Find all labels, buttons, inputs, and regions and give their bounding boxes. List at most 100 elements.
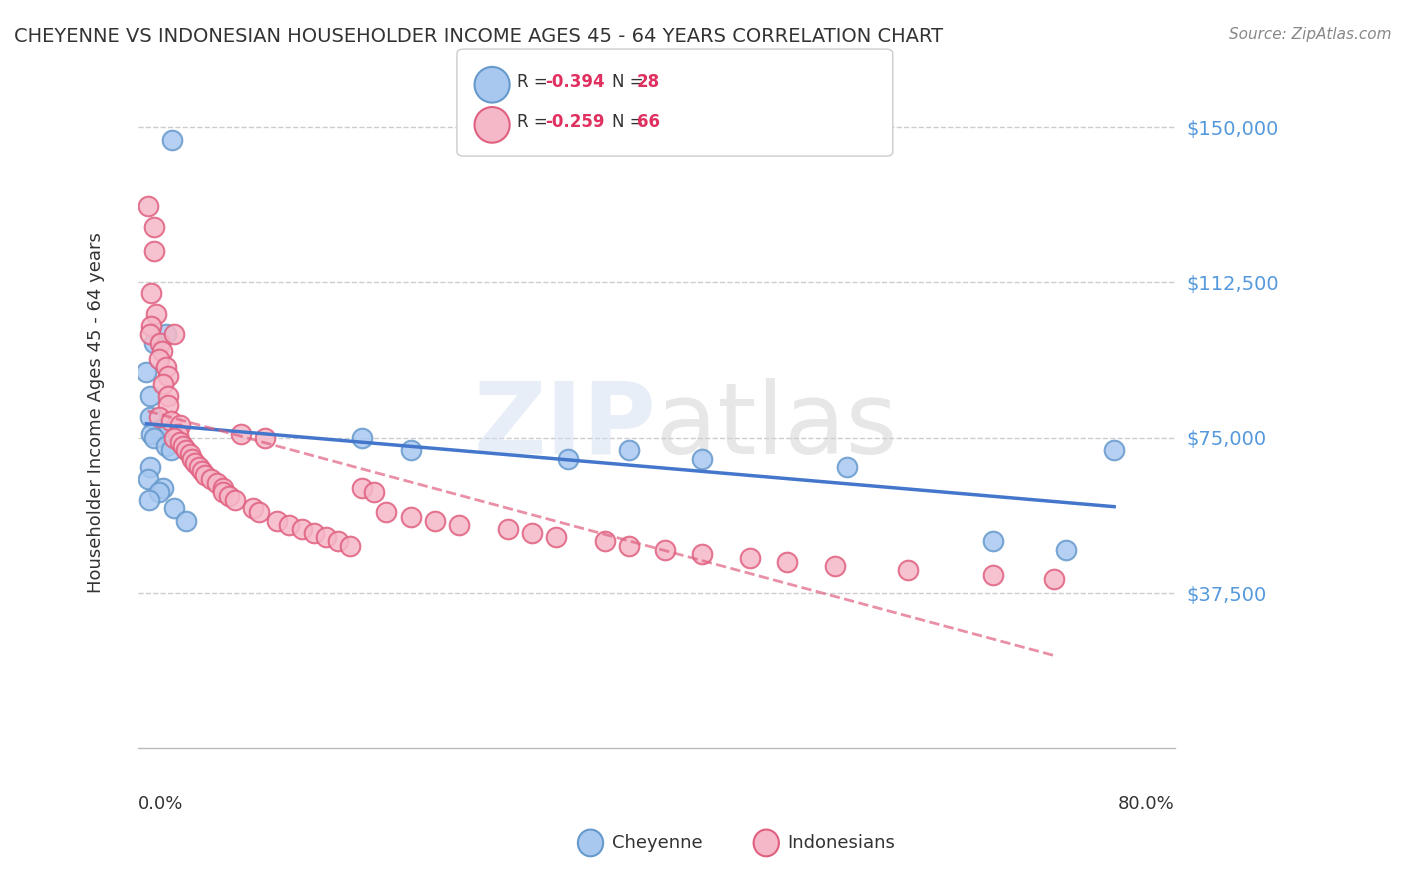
Text: R =: R =	[517, 113, 554, 131]
Point	[141, 318, 163, 333]
Point	[200, 472, 222, 486]
Point	[145, 307, 167, 321]
Point	[155, 360, 177, 375]
Point	[690, 451, 713, 466]
Point	[167, 426, 190, 441]
Point	[557, 451, 579, 466]
Text: Indonesians: Indonesians	[787, 834, 896, 852]
Point	[163, 431, 186, 445]
Point	[157, 398, 180, 412]
Text: -0.259: -0.259	[546, 113, 605, 131]
Point	[139, 459, 162, 474]
Text: ZIP: ZIP	[474, 378, 657, 475]
Point	[496, 522, 519, 536]
Point	[520, 526, 543, 541]
Point	[211, 484, 233, 499]
Point	[176, 514, 198, 528]
Point	[423, 514, 446, 528]
Point	[352, 481, 374, 495]
Point	[315, 530, 337, 544]
Point	[242, 501, 264, 516]
Text: 28: 28	[637, 73, 659, 91]
Point	[148, 410, 170, 425]
Point	[740, 550, 762, 565]
Point	[142, 244, 165, 259]
Point	[211, 481, 233, 495]
Point	[136, 199, 159, 213]
Point	[278, 517, 301, 532]
Point	[148, 423, 170, 437]
Point	[824, 559, 846, 574]
Point	[187, 459, 209, 474]
Text: 66: 66	[637, 113, 659, 131]
Point	[1054, 542, 1077, 557]
Point	[159, 414, 181, 428]
Text: Householder Income Ages 45 - 64 years: Householder Income Ages 45 - 64 years	[87, 233, 105, 593]
Point	[399, 443, 422, 458]
Point	[191, 464, 214, 478]
Point	[654, 542, 676, 557]
Point	[593, 534, 616, 549]
Text: N =: N =	[612, 113, 648, 131]
Point	[179, 447, 201, 461]
Point	[150, 343, 173, 358]
Point	[139, 389, 162, 403]
Point	[399, 509, 422, 524]
Point	[981, 567, 1004, 582]
Point	[142, 431, 165, 445]
Point	[139, 327, 162, 342]
Point	[163, 501, 186, 516]
Point	[149, 335, 172, 350]
Point	[176, 443, 198, 458]
Point	[172, 439, 194, 453]
Point	[897, 563, 920, 577]
Point	[546, 530, 568, 544]
Text: R =: R =	[517, 73, 554, 91]
Point	[224, 492, 246, 507]
Point	[291, 522, 314, 536]
Point	[159, 443, 181, 458]
Point	[247, 505, 270, 519]
Text: atlas: atlas	[657, 378, 898, 475]
Point	[138, 492, 160, 507]
Point	[776, 555, 799, 569]
Point	[194, 468, 217, 483]
Point	[169, 418, 191, 433]
Point	[617, 443, 640, 458]
Point	[152, 481, 174, 495]
Text: N =: N =	[612, 73, 648, 91]
Text: 80.0%: 80.0%	[1118, 796, 1175, 814]
Point	[148, 352, 170, 367]
Point	[136, 472, 159, 486]
Point	[218, 489, 240, 503]
Point	[157, 368, 180, 383]
Point	[141, 285, 163, 300]
Point	[229, 426, 252, 441]
Point	[266, 514, 288, 528]
Point	[363, 484, 385, 499]
Text: CHEYENNE VS INDONESIAN HOUSEHOLDER INCOME AGES 45 - 64 YEARS CORRELATION CHART: CHEYENNE VS INDONESIAN HOUSEHOLDER INCOM…	[14, 27, 943, 45]
Point	[163, 327, 186, 342]
Point	[690, 547, 713, 561]
Text: Cheyenne: Cheyenne	[612, 834, 702, 852]
Point	[339, 539, 361, 553]
Point	[205, 476, 228, 491]
Point	[181, 451, 204, 466]
Point	[169, 434, 191, 449]
Point	[141, 426, 163, 441]
Point	[142, 335, 165, 350]
Point	[184, 456, 207, 470]
Point	[142, 219, 165, 234]
Point	[1042, 572, 1064, 586]
Point	[981, 534, 1004, 549]
Point	[155, 327, 177, 342]
Point	[160, 132, 183, 146]
Point	[617, 539, 640, 553]
Point	[139, 410, 162, 425]
Text: Source: ZipAtlas.com: Source: ZipAtlas.com	[1229, 27, 1392, 42]
Point	[157, 389, 180, 403]
Point	[152, 376, 174, 391]
Point	[150, 423, 173, 437]
Point	[254, 431, 277, 445]
Point	[1102, 443, 1125, 458]
